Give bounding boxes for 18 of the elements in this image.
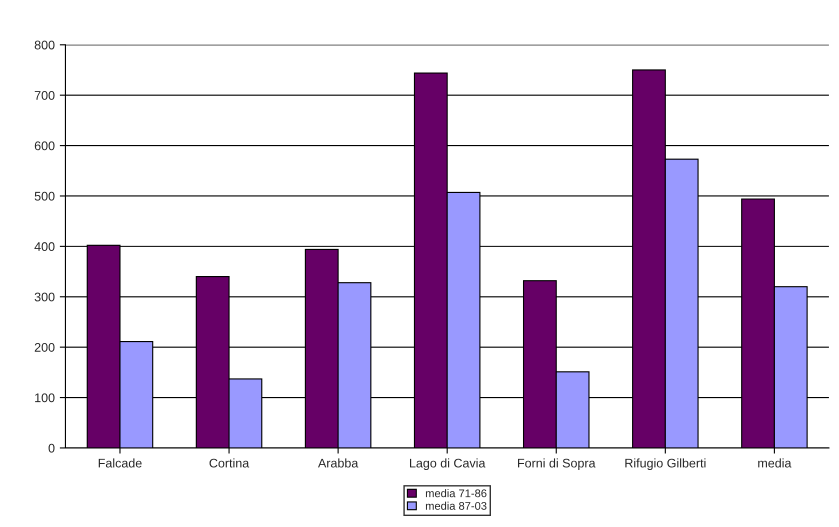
x-tick-label: Arabba bbox=[318, 458, 358, 468]
y-tick-label: 500 bbox=[34, 192, 55, 201]
y-tick-label: 700 bbox=[34, 90, 55, 100]
y-tick-label: 0 bbox=[48, 444, 55, 453]
x-tick-label: Forni di Sopra bbox=[518, 458, 596, 470]
x-tick-label: Rifugio Gilberti bbox=[625, 458, 706, 470]
y-tick-label: 300 bbox=[34, 292, 55, 302]
y-tick-label: 800 bbox=[34, 40, 55, 50]
y-tick-label: 600 bbox=[34, 141, 55, 150]
x-tick-label: Falcade bbox=[98, 458, 142, 468]
legend-label: media 71-86 bbox=[426, 489, 486, 498]
y-tick-label: 400 bbox=[34, 242, 55, 252]
y-tick-label: 200 bbox=[34, 342, 55, 352]
x-tick-label: Cortina bbox=[210, 458, 250, 468]
y-tick-label: 100 bbox=[35, 393, 55, 402]
x-tick-label: Lago di Cavia bbox=[410, 458, 486, 470]
x-tick-label: media bbox=[758, 458, 792, 468]
legend-label: media 87-03 bbox=[426, 502, 486, 510]
